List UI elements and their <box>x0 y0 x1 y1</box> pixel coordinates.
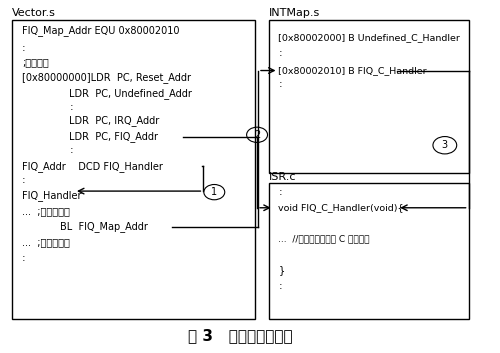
Bar <box>12 20 254 319</box>
Bar <box>269 184 468 319</box>
Text: 2: 2 <box>254 130 260 140</box>
Text: FIQ_Handler: FIQ_Handler <box>22 190 82 201</box>
Text: ...  ;保存上下文: ... ;保存上下文 <box>22 206 70 216</box>
Bar <box>269 20 468 173</box>
Text: INTMap.s: INTMap.s <box>269 8 320 18</box>
Text: :: : <box>22 253 26 263</box>
Text: LDR  PC, Undefined_Addr: LDR PC, Undefined_Addr <box>70 88 192 98</box>
Text: :: : <box>278 48 282 58</box>
Text: ;中断向量: ;中断向量 <box>22 57 48 67</box>
Text: :: : <box>278 79 282 89</box>
Text: [0x80002010] B FIQ_C_Handler: [0x80002010] B FIQ_C_Handler <box>278 66 427 75</box>
Text: }: } <box>278 265 284 275</box>
Text: [0x80000000]LDR  PC, Reset_Addr: [0x80000000]LDR PC, Reset_Addr <box>22 72 191 83</box>
Text: ...  //实际的中断服务 C 语言代码: ... //实际的中断服务 C 语言代码 <box>278 234 370 244</box>
Text: :: : <box>22 175 26 185</box>
Text: 图 3   快中断处理流程: 图 3 快中断处理流程 <box>188 328 293 343</box>
Text: FIQ_Addr    DCD FIQ_Handler: FIQ_Addr DCD FIQ_Handler <box>22 161 162 172</box>
Text: [0x80002000] B Undefined_C_Handler: [0x80002000] B Undefined_C_Handler <box>278 33 460 42</box>
Text: LDR  PC, FIQ_Addr: LDR PC, FIQ_Addr <box>70 131 158 142</box>
Text: LDR  PC, IRQ_Addr: LDR PC, IRQ_Addr <box>70 115 160 126</box>
Text: :: : <box>70 102 73 112</box>
Text: FIQ_Map_Addr EQU 0x80002010: FIQ_Map_Addr EQU 0x80002010 <box>22 25 180 36</box>
Text: :: : <box>278 281 282 291</box>
Text: void FIQ_C_Handler(void){: void FIQ_C_Handler(void){ <box>278 203 404 212</box>
Text: :: : <box>22 43 26 53</box>
Text: 3: 3 <box>442 140 448 150</box>
Text: ISR.c: ISR.c <box>269 172 296 182</box>
Text: ...  ;恢复上下文: ... ;恢复上下文 <box>22 238 70 247</box>
Text: Vector.s: Vector.s <box>12 8 56 18</box>
Text: 1: 1 <box>211 187 218 197</box>
Text: BL  FIQ_Map_Addr: BL FIQ_Map_Addr <box>60 221 148 232</box>
Text: :: : <box>278 187 282 197</box>
Text: :: : <box>70 145 73 155</box>
